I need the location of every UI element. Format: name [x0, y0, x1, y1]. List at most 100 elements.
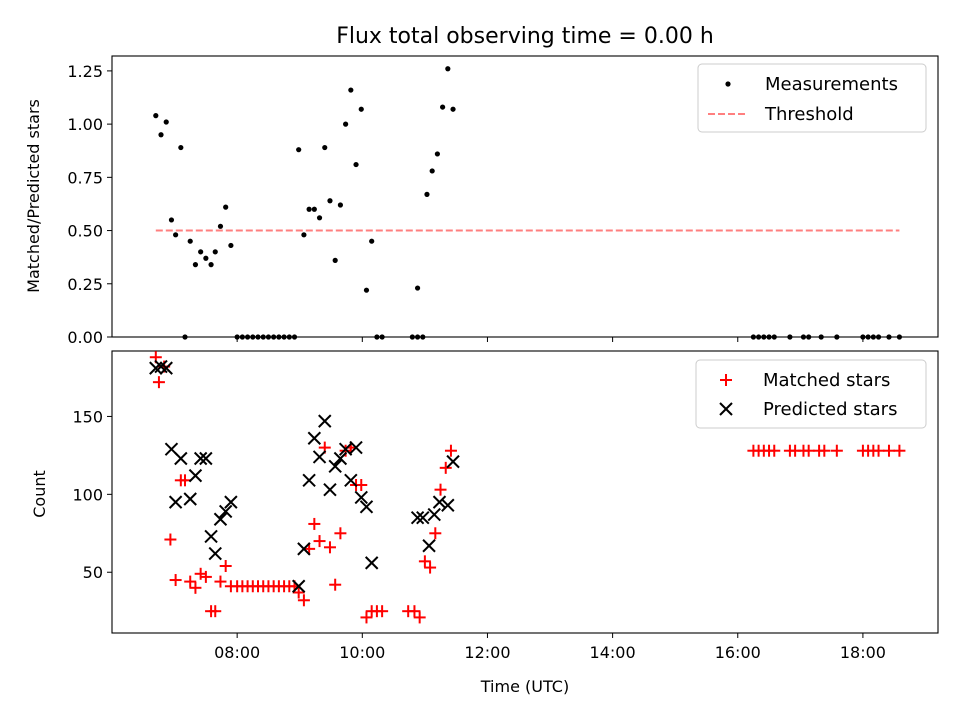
top-marks — [153, 66, 903, 340]
matched-star-point — [802, 444, 815, 457]
predicted-star-point — [183, 492, 197, 506]
measurement-point — [198, 249, 204, 255]
bottom-x-tick-label: 18:00 — [840, 643, 886, 662]
predicted-star-point — [208, 546, 222, 561]
measurement-point — [168, 217, 175, 223]
measurement-point — [322, 144, 328, 151]
measurement-point — [250, 334, 256, 340]
matched-star-point — [376, 605, 389, 618]
predicted-star-point — [349, 440, 363, 455]
top-y-tick-label: 0.50 — [67, 222, 103, 241]
matched-star-point — [329, 578, 342, 591]
bottom-y-axis-label: Count — [30, 470, 49, 518]
measurement-point — [291, 334, 298, 340]
measurement-point — [337, 202, 344, 208]
measurement-point — [374, 334, 380, 340]
matched-star-point — [444, 444, 457, 457]
measurement-point — [228, 242, 234, 249]
measurement-point — [286, 334, 292, 340]
matched-star-point — [360, 611, 373, 624]
bottom-x-tick-label: 16:00 — [715, 643, 761, 662]
matched-star-point — [424, 561, 437, 574]
measurement-point — [311, 206, 317, 212]
predicted-star-point — [427, 507, 441, 522]
measurement-point — [834, 334, 840, 340]
measurement-point — [787, 334, 793, 340]
measurement-point — [420, 334, 426, 340]
measurement-point — [153, 113, 159, 119]
measurement-point — [260, 334, 266, 340]
measurement-point — [301, 232, 307, 238]
matched-star-point — [439, 461, 452, 474]
predicted-star-point — [364, 556, 379, 570]
measurement-point — [348, 87, 354, 93]
predicted-star-point — [307, 431, 322, 445]
matched-star-point — [872, 444, 885, 457]
measurement-point — [343, 121, 349, 127]
top-plot-frame — [111, 55, 939, 338]
bottom-plot-frame — [111, 350, 939, 634]
bottom-x-tick-label: 12:00 — [464, 643, 510, 662]
measurement-point — [327, 198, 333, 204]
predicted-star-point — [318, 414, 332, 428]
predicted-star-point — [213, 512, 228, 526]
matched-star-point — [209, 605, 222, 618]
predicted-star-point — [422, 539, 436, 553]
predicted-star-point — [344, 473, 358, 488]
matched-star-point — [199, 570, 212, 583]
x-axis-label: Time (UTC) — [480, 677, 569, 696]
measurement-point — [379, 334, 385, 340]
top-y-tick-label: 0.75 — [67, 168, 103, 187]
top-y-tick-label: 0.00 — [67, 328, 103, 347]
measurement-point — [363, 287, 370, 293]
bottom-x-tick-label: 08:00 — [214, 643, 260, 662]
matched-star-point — [893, 444, 906, 457]
measurement-point — [875, 334, 882, 340]
predicted-star-point — [224, 495, 238, 509]
measurement-point — [434, 151, 440, 157]
matched-star-point — [830, 444, 843, 457]
matched-star-point — [184, 575, 197, 588]
measurement-point — [761, 334, 767, 340]
predicted-star-point — [416, 511, 430, 525]
measurement-point — [223, 204, 229, 210]
measurement-point — [182, 334, 188, 340]
predicted-star-point — [291, 579, 306, 593]
measurement-point — [429, 168, 435, 174]
measurement-point — [178, 144, 184, 151]
matched-star-point — [418, 555, 431, 568]
predicted-star-point — [204, 529, 218, 544]
measurement-point — [306, 206, 312, 212]
measurement-point — [187, 238, 193, 244]
matched-star-point — [882, 444, 895, 457]
measurement-point — [255, 334, 261, 340]
predicted-star-point — [159, 361, 173, 375]
predicted-star-point — [312, 450, 327, 464]
predicted-star-point — [199, 451, 213, 466]
measurement-point — [771, 334, 777, 340]
predicted-star-point — [333, 451, 348, 466]
measurement-point — [192, 262, 199, 268]
measurement-point — [271, 334, 277, 340]
measurement-point — [353, 161, 359, 168]
measurement-point — [414, 334, 421, 340]
matched-star-point — [169, 574, 182, 587]
predicted-star-point — [323, 482, 337, 497]
matched-star-point — [313, 535, 326, 548]
matched-star-point — [297, 594, 310, 607]
bottom-y-ticks: 50 100 150 — [72, 407, 112, 582]
bottom-legend-box — [695, 359, 927, 429]
predicted-star-point — [328, 459, 342, 473]
bottom-y-tick-label: 100 — [72, 485, 103, 504]
matched-star-point — [189, 581, 202, 594]
measurement-point — [163, 119, 169, 125]
predicted-star-point — [297, 542, 311, 556]
top-legend: Measurements Threshold — [697, 63, 927, 133]
matched-star-point — [219, 560, 232, 573]
predicted-star-point — [354, 490, 368, 505]
bottom-y-tick-label: 50 — [83, 563, 103, 582]
matched-star-point — [429, 527, 442, 540]
bottom-legend: Matched stars Predicted stars — [695, 359, 927, 429]
measurement-point — [818, 334, 824, 340]
